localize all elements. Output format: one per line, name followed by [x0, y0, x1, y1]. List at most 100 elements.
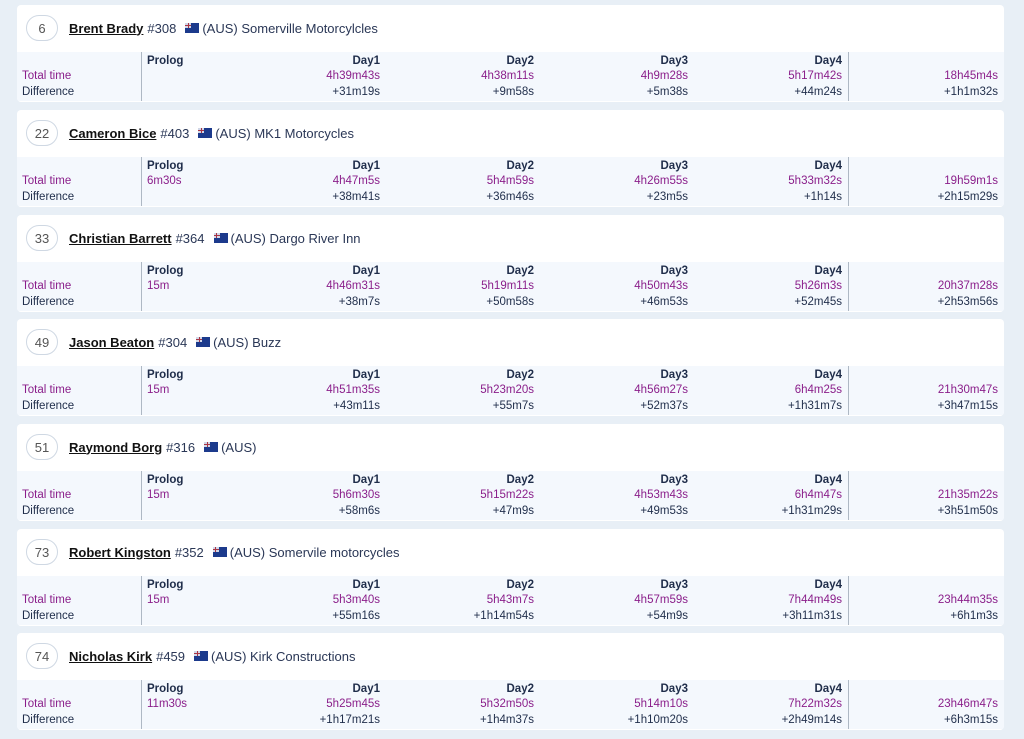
- total-time-value: 5h4m59s: [486, 175, 534, 187]
- rider-header: 74 Nicholas Kirk #459 (AUS) Kirk Constru…: [26, 643, 356, 669]
- column-header-day1: Day1: [352, 160, 381, 172]
- rider-header: 51 Raymond Borg #316 (AUS): [26, 434, 256, 460]
- difference-value: +3h11m31s: [782, 610, 842, 622]
- difference-value: +44m24s: [794, 86, 842, 98]
- difference-value: +50m58s: [486, 296, 534, 308]
- difference-value: +43m11s: [333, 400, 380, 412]
- column-header-prolog: Prolog: [147, 369, 184, 381]
- rider-name-link[interactable]: Nicholas Kirk: [69, 648, 153, 664]
- rider-number: #459: [156, 648, 186, 664]
- rider-number: #308: [147, 20, 177, 36]
- difference-value: +47m9s: [492, 505, 534, 517]
- total-time-value: 4h51m35s: [326, 384, 380, 396]
- total-time-value: 6h4m25s: [794, 384, 842, 396]
- rider-number: #304: [158, 334, 188, 350]
- difference-value: +1h17m21s: [319, 714, 380, 726]
- total-time-value: 20h37m28s: [937, 280, 998, 292]
- difference-value: +1h14m54s: [473, 610, 534, 622]
- column-header-day2: Day2: [506, 683, 535, 695]
- team-name: (AUS) Buzz: [213, 334, 282, 350]
- total-time-value: 23h44m35s: [937, 594, 998, 606]
- total-time-label: Total time: [22, 70, 72, 82]
- divider: [848, 471, 849, 520]
- rider-name-link[interactable]: Robert Kingston: [69, 544, 171, 560]
- total-time-value: 4h26m55s: [634, 175, 688, 187]
- rank-badge: 49: [26, 329, 58, 355]
- difference-label: Difference: [22, 400, 75, 412]
- divider: [848, 680, 849, 729]
- rider-name-link[interactable]: Christian Barrett: [69, 230, 172, 246]
- rider-name-link[interactable]: Raymond Borg: [69, 439, 163, 455]
- column-header-day1: Day1: [352, 579, 381, 591]
- rider-name-link[interactable]: Cameron Bice: [69, 125, 157, 141]
- total-time-value: 4h9m28s: [640, 70, 688, 82]
- total-time-value: 6h4m47s: [794, 489, 842, 501]
- total-time-label: Total time: [22, 384, 72, 396]
- total-time-value: 15m: [147, 384, 170, 396]
- column-header-prolog: Prolog: [147, 55, 184, 67]
- difference-value: +31m19s: [332, 86, 380, 98]
- team-name: (AUS) Dargo River Inn: [230, 230, 361, 246]
- column-header-day1: Day1: [352, 55, 381, 67]
- team-name: (AUS) Kirk Constructions: [211, 648, 356, 664]
- results-table: Total time Difference Prolog 15m Day1 4h46…: [17, 262, 1004, 311]
- difference-value: +5m38s: [646, 86, 688, 98]
- total-time-value: 15m: [147, 280, 170, 292]
- rider-card: 33 Christian Barrett #364 (AUS) Dargo Ri…: [17, 215, 1004, 312]
- australia-flag-icon: [185, 23, 200, 33]
- difference-value: +54m9s: [646, 610, 688, 622]
- total-time-value: 21h30m47s: [937, 384, 998, 396]
- rider-number: #352: [174, 544, 204, 560]
- rider-name-link[interactable]: Jason Beaton: [69, 334, 155, 350]
- difference-value: +38m41s: [332, 191, 380, 203]
- rider-name-link[interactable]: Brent Brady: [69, 20, 144, 36]
- difference-label: Difference: [22, 296, 75, 308]
- total-time-value: 4h46m31s: [326, 280, 380, 292]
- total-time-value: 5h19m11s: [481, 280, 534, 292]
- divider: [141, 471, 142, 520]
- difference-value: +6h1m3s: [950, 610, 998, 622]
- column-header-day3: Day3: [660, 369, 689, 381]
- total-time-value: 7h22m32s: [788, 698, 842, 710]
- column-header-prolog: Prolog: [147, 579, 184, 591]
- column-header-day3: Day3: [660, 474, 689, 486]
- column-header-day1: Day1: [352, 265, 381, 277]
- difference-label: Difference: [22, 86, 75, 98]
- results-table: Total time Difference Prolog 15m Day1 5h3m…: [17, 576, 1004, 625]
- column-header-day2: Day2: [506, 160, 535, 172]
- column-header-day4: Day4: [814, 683, 843, 695]
- column-header-prolog: Prolog: [147, 474, 184, 486]
- divider: [848, 262, 849, 311]
- divider: [141, 157, 142, 206]
- total-time-value: 5h17m42s: [788, 70, 842, 82]
- column-header-day3: Day3: [660, 265, 689, 277]
- team-name: (AUS) MK1 Motorcycles: [215, 125, 355, 141]
- difference-value: +1h1m32s: [943, 86, 998, 98]
- total-time-value: 5h3m40s: [332, 594, 380, 606]
- rider-header: 33 Christian Barrett #364 (AUS) Dargo Ri…: [26, 225, 361, 251]
- australia-flag-icon: [213, 233, 228, 243]
- difference-value: +1h31m29s: [781, 505, 842, 517]
- column-header-day4: Day4: [814, 55, 843, 67]
- difference-value: +52m37s: [640, 400, 688, 412]
- total-time-value: 5h14m10s: [634, 698, 688, 710]
- column-header-day1: Day1: [352, 369, 381, 381]
- total-time-value: 5h6m30s: [332, 489, 380, 501]
- column-header-day4: Day4: [814, 474, 843, 486]
- results-table: Total time Difference Prolog 15m Day1 4h51…: [17, 366, 1004, 415]
- difference-value: +1h31m7s: [787, 400, 842, 412]
- rank-badge: 33: [26, 225, 58, 251]
- rider-card: 49 Jason Beaton #304 (AUS) Buzz Total ti…: [17, 319, 1004, 416]
- difference-value: +6h3m15s: [943, 714, 998, 726]
- column-header-day2: Day2: [506, 369, 535, 381]
- total-time-value: 6m30s: [147, 175, 182, 187]
- australia-flag-icon: [198, 128, 213, 138]
- difference-value: +52m45s: [794, 296, 842, 308]
- column-header-day4: Day4: [814, 579, 843, 591]
- australia-flag-icon: [196, 337, 211, 347]
- results-table: Total time Difference Prolog Day1 4h39m43…: [17, 52, 1004, 101]
- difference-value: +23m5s: [646, 191, 688, 203]
- total-time-label: Total time: [22, 280, 72, 292]
- total-time-label: Total time: [22, 175, 72, 187]
- total-time-value: 4h53m43s: [634, 489, 688, 501]
